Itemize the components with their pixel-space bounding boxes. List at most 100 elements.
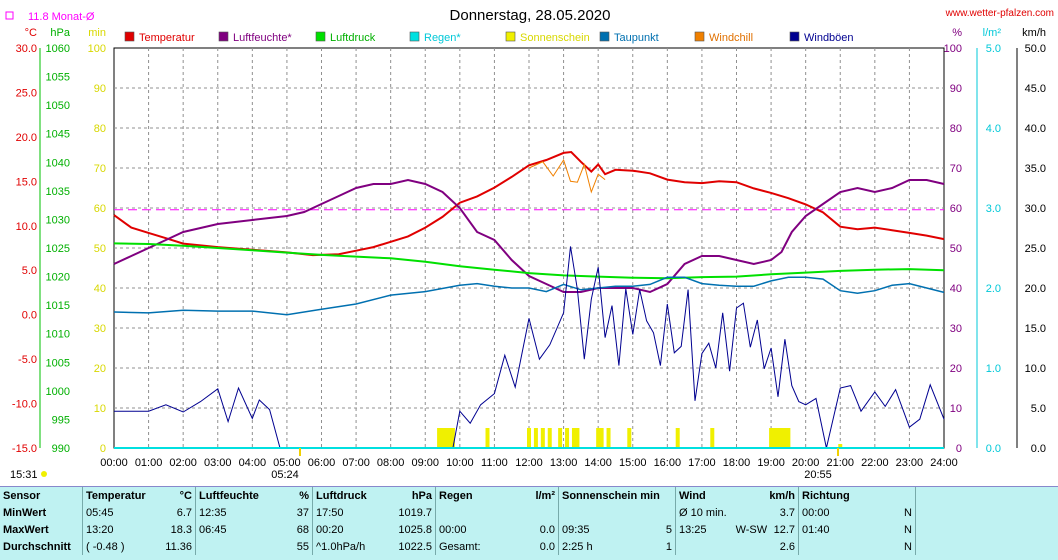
x-tick-label: 11:00 xyxy=(481,457,508,469)
temp-tick-label: -15.0 xyxy=(12,443,37,455)
press-tick-label: 990 xyxy=(52,443,70,455)
wind-time: 13:25 xyxy=(675,521,732,538)
hdr-wind: Wind xyxy=(675,487,732,504)
sun-value: 5 xyxy=(665,523,672,536)
press-tick-label: 1010 xyxy=(46,329,70,341)
hum-time: 12:35 xyxy=(195,504,262,521)
dir-time xyxy=(798,538,865,555)
temp-tick-label: 25.0 xyxy=(16,87,37,99)
dir-value: N xyxy=(904,506,912,519)
legend-label: Taupunkt xyxy=(614,32,659,44)
press-time: 00:20 xyxy=(312,521,379,538)
sunshine-bar xyxy=(440,428,445,448)
sunshine-bar xyxy=(776,428,780,448)
wind-value: 3.7 xyxy=(779,506,795,519)
dir-time: 00:00 xyxy=(798,504,865,521)
wind-tick-label: 10.0 xyxy=(1025,363,1046,375)
weather-chart: Donnerstag, 28.05.2020 www.wetter-pfalze… xyxy=(5,7,1054,481)
x-axis-labels: 00:00 01:00 02:00 03:00 04:00 05:00 06:00 07:00… xyxy=(100,448,958,469)
min-tick-label: 10 xyxy=(94,403,106,415)
rain-value: 0.0 xyxy=(539,540,555,553)
hum-tick-label: 70 xyxy=(950,163,962,175)
legend-swatch xyxy=(315,31,326,42)
dir-time: 01:40 xyxy=(798,521,865,538)
rain-tick-label: 2.0 xyxy=(986,283,1001,295)
press-time: ^1.0hPa/h xyxy=(312,538,379,555)
stats-row-min: MinWert 05:45 6.7 12:35 37 17:50 1019.7 … xyxy=(0,504,1022,521)
legend-swatch xyxy=(409,31,420,42)
series-line-taupunkt xyxy=(113,276,945,316)
sunshine-bar xyxy=(437,428,442,448)
hum-tick-label: 60 xyxy=(950,203,962,215)
row-label: MaxWert xyxy=(3,523,49,536)
hdr-sensor: Sensor xyxy=(3,489,41,502)
press-tick-label: 1040 xyxy=(46,157,70,169)
min-tick-label: 50 xyxy=(94,243,106,255)
x-tick-label: 19:00 xyxy=(757,457,785,469)
hdr-dir: Richtung xyxy=(798,487,865,504)
press-tick-label: 1045 xyxy=(46,129,70,141)
hdr-wind-unit: km/h xyxy=(769,489,795,502)
x-tick-label: 01:00 xyxy=(135,457,163,469)
x-tick-label: 02:00 xyxy=(169,457,197,469)
wind-tick-label: 25.0 xyxy=(1025,243,1046,255)
legend-swatch xyxy=(599,31,610,42)
legend-swatch xyxy=(694,31,705,42)
rain-unit-label: l/m² xyxy=(983,27,1002,39)
x-tick-label: 06:00 xyxy=(308,457,336,469)
press-value: 1025.8 xyxy=(398,523,432,536)
temp-tick-label: -10.0 xyxy=(12,399,37,411)
temp-tick-label: 5.0 xyxy=(22,265,37,277)
hum-tick-label: 90 xyxy=(950,83,962,95)
legend: Temperatur Luftfeuchte* Luftdruck Regen* Son… xyxy=(124,31,854,44)
press-tick-label: 1030 xyxy=(46,214,70,226)
x-tick-label: 15:00 xyxy=(619,457,647,469)
press-tick-label: 1035 xyxy=(46,186,70,198)
sun-time: 2:25 h xyxy=(557,538,646,555)
temp-value: 18.3 xyxy=(170,523,192,536)
hdr-temp-unit: °C xyxy=(179,489,192,502)
sunshine-bar xyxy=(772,428,777,448)
sunshine-bar xyxy=(558,428,563,448)
wind-time: Ø 10 min. xyxy=(675,504,732,521)
hdr-sun: Sonnenschein min xyxy=(558,487,676,504)
sunshine-bar xyxy=(596,428,601,448)
site-link[interactable]: www.wetter-pfalzen.com xyxy=(945,8,1054,19)
sun-value xyxy=(646,504,676,521)
rain-tick-label: 4.0 xyxy=(986,123,1001,135)
sunshine-bar xyxy=(779,428,784,448)
x-tick-label: 17:00 xyxy=(688,457,716,469)
min-tick-label: 20 xyxy=(94,363,106,375)
x-tick-label: 23:00 xyxy=(896,457,924,469)
x-tick-label: 20:00 xyxy=(792,457,820,469)
wind-tick-label: 30.0 xyxy=(1025,203,1046,215)
sunshine-bar xyxy=(547,428,552,448)
hum-value: 55 xyxy=(296,540,309,553)
wind-tick-label: 15.0 xyxy=(1025,323,1046,335)
rain-tick-label: 1.0 xyxy=(986,363,1001,375)
hum-tick-label: 80 xyxy=(950,123,962,135)
x-tick-label: 09:00 xyxy=(411,457,439,469)
x-tick-label: 07:00 xyxy=(342,457,370,469)
min-tick-label: 90 xyxy=(94,83,106,95)
legend-swatch xyxy=(505,31,516,42)
sunshine-bar xyxy=(782,428,787,448)
x-tick-label: 08:00 xyxy=(377,457,405,469)
legend-label: Regen* xyxy=(424,32,461,44)
legend-swatch xyxy=(789,31,800,42)
stats-row-avg: Durchschnitt ( -0.48 ) 11.36 55 ^1.0hPa/… xyxy=(0,538,1022,555)
legend-label: Temperatur xyxy=(139,32,195,44)
legend-label: Luftfeuchte* xyxy=(233,32,292,44)
press-tick-label: 1055 xyxy=(46,72,70,84)
rain-time xyxy=(435,504,512,521)
dir-value: N xyxy=(904,540,912,553)
hum-unit-label: % xyxy=(952,27,962,39)
sunshine-bar xyxy=(627,428,632,448)
sunshine-bar xyxy=(786,428,791,448)
x-tick-label: 18:00 xyxy=(723,457,751,469)
press-tick-label: 1060 xyxy=(46,43,70,55)
temp-tick-label: -5.0 xyxy=(18,354,37,366)
min-tick-label: 100 xyxy=(88,43,106,55)
rain-value xyxy=(512,504,559,521)
wind-value: 2.6 xyxy=(779,540,795,553)
